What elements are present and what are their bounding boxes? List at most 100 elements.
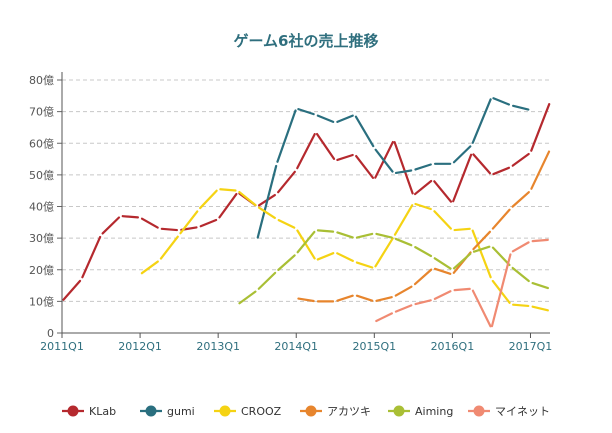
series-line-segment (433, 180, 453, 203)
series-line-segment (530, 103, 551, 152)
series-line-segment (375, 296, 393, 302)
series-line-segment (433, 210, 452, 230)
series-line-segment (199, 189, 218, 210)
y-tick-label: 50億 (29, 169, 54, 182)
x-tick-label: 2014Q1 (274, 340, 318, 353)
series-line-segment (511, 191, 530, 208)
series-line-segment (414, 163, 432, 171)
series-line-segment (355, 232, 374, 239)
series-line-segment (471, 229, 492, 279)
legend-marker-icon (473, 405, 485, 417)
series-line-segment (491, 246, 511, 267)
chart-grid (62, 79, 550, 302)
series-line-segment (101, 216, 121, 235)
x-tick-label: 2015Q1 (352, 340, 396, 353)
legend-item[interactable]: KLab (62, 405, 116, 418)
series-line-segment (511, 104, 530, 111)
legend-item[interactable]: マイネット (468, 405, 550, 418)
series-line-segment (394, 285, 413, 297)
series-line-segment (277, 254, 296, 271)
series-line-segment (394, 169, 413, 175)
legend-label: アカツキ (327, 405, 371, 418)
legend-label: KLab (89, 405, 116, 418)
series-line-segment (199, 218, 218, 228)
series-line-segment (492, 97, 511, 106)
legend-item[interactable]: Aiming (388, 405, 453, 418)
series-line-segment (315, 132, 336, 160)
series-line-segment (375, 312, 393, 323)
series-line-segment (179, 210, 199, 235)
series-line-segment (452, 153, 473, 203)
series-4 (238, 229, 550, 305)
series-line-segment (393, 141, 414, 195)
series-line-segment (490, 253, 512, 328)
y-tick-label: 60億 (29, 137, 54, 150)
legend-label: gumi (167, 405, 195, 418)
chart-title: ゲーム6社の売上推移 (234, 32, 379, 50)
legend-marker-icon (219, 405, 231, 417)
series-line-segment (316, 229, 335, 233)
series-line-segment (472, 245, 491, 253)
y-tick-label: 40億 (29, 201, 54, 214)
series-line-segment (121, 215, 139, 219)
series-line-segment (492, 166, 511, 176)
series-line-segment (277, 170, 296, 194)
y-tick-label: 80億 (29, 74, 54, 87)
series-line-segment (336, 153, 354, 162)
series-line-segment (62, 279, 82, 301)
y-tick-label: 20億 (29, 264, 54, 277)
series-line-segment (413, 268, 433, 286)
x-tick-label: 2012Q1 (118, 340, 162, 353)
series-line-segment (336, 114, 354, 123)
series-line-segment (355, 154, 375, 179)
series-line-segment (512, 303, 530, 308)
series-line-segment (531, 281, 550, 290)
series-line-segment (453, 227, 471, 232)
series-line-segment (218, 192, 238, 219)
series-line-segment (374, 148, 394, 173)
chart-axes: 0 10億 20億 30億 40億 50億 60億 70億 80億 2011Q1 2012Q1 201… (29, 72, 552, 353)
series-line-segment (433, 290, 452, 300)
legend-label: Aiming (415, 405, 453, 418)
legend-item[interactable]: CROOZ (214, 405, 282, 418)
series-line-segment (453, 287, 471, 292)
series-line-segment (277, 219, 296, 229)
series-line-segment (336, 231, 354, 239)
series-line-segment (81, 235, 102, 279)
legend-marker-icon (145, 405, 157, 417)
x-tick-label: 2011Q1 (40, 340, 84, 353)
series-1 (256, 97, 530, 239)
series-line-segment (531, 238, 549, 243)
chart-legend[interactable]: KLab gumi CROOZ アカツキ Aiming マイネット (62, 405, 550, 418)
series-3 (297, 150, 551, 303)
y-tick-label: 70億 (29, 106, 54, 119)
series-line-segment (256, 164, 278, 239)
legend-label: CROOZ (241, 405, 282, 418)
series-line-segment (316, 252, 335, 261)
legend-label: マイネット (495, 405, 550, 418)
series-line-segment (238, 190, 257, 207)
series-line-segment (530, 150, 551, 190)
series-line-segment (414, 299, 432, 306)
series-line-segment (452, 145, 472, 164)
series-line-segment (160, 227, 179, 232)
series-line-segment (355, 261, 374, 269)
series-line-segment (296, 133, 316, 170)
series-line-segment (140, 217, 159, 229)
series-line-segment (355, 294, 374, 302)
y-tick-label: 10億 (29, 295, 54, 308)
series-line-segment (257, 206, 276, 220)
y-tick-label: 0 (47, 327, 54, 340)
series-line-segment (336, 294, 354, 302)
x-tick-label: 2013Q1 (196, 340, 240, 353)
legend-item[interactable]: アカツキ (300, 405, 371, 418)
legend-item[interactable]: gumi (140, 405, 195, 418)
series-line-segment (531, 305, 549, 312)
legend-marker-icon (67, 405, 79, 417)
series-line-segment (471, 98, 492, 144)
series-line-segment (413, 179, 433, 196)
x-tick-label: 2016Q1 (431, 340, 475, 353)
series-line-segment (393, 204, 414, 236)
series-line-segment (472, 153, 492, 175)
